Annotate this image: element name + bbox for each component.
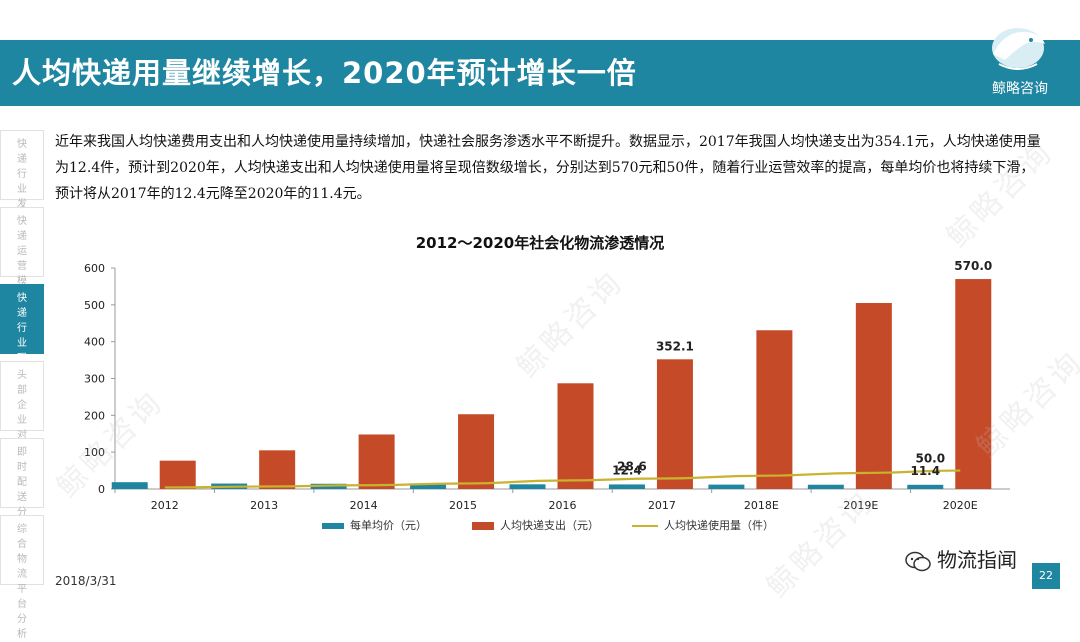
x-tick-label: 2019E — [843, 499, 878, 512]
legend-swatch-usage — [632, 525, 658, 527]
data-label: 11.4 — [910, 464, 940, 478]
legend-item-spend: 人均快递支出（元） — [472, 518, 599, 534]
x-tick-label: 2012 — [151, 499, 179, 512]
spend-bar — [756, 330, 793, 489]
price-bar — [111, 482, 148, 489]
spend-bar — [259, 450, 296, 489]
spend-bar — [458, 414, 495, 489]
price-bar — [608, 484, 645, 489]
x-tick-label: 2017 — [648, 499, 676, 512]
legend-label-spend: 人均快递支出（元） — [500, 519, 599, 532]
x-tick-label: 2018E — [744, 499, 779, 512]
footer-date: 2018/3/31 — [55, 574, 117, 588]
y-tick-label: 600 — [84, 262, 105, 275]
price-bar — [708, 484, 745, 489]
nav-item-status[interactable]: 快递行业现状分析 — [0, 284, 44, 409]
legend-label-price: 每单均价（元） — [350, 519, 427, 532]
chart: 0 100 200 300 400 500 600 2012 2013 2014 2015 2016 2… — [84, 259, 1010, 512]
spend-bar — [656, 359, 693, 489]
wechat-badge: 物流指闻 — [905, 545, 1017, 575]
y-tick-label: 200 — [84, 409, 105, 422]
y-tick-label: 400 — [84, 336, 105, 349]
spend-bar — [855, 302, 892, 489]
page-number: 22 — [1032, 563, 1060, 589]
x-tick-label: 2014 — [350, 499, 378, 512]
usage-line — [164, 469, 961, 489]
data-label: 28.6 — [617, 459, 647, 473]
x-tick-label: 2013 — [250, 499, 278, 512]
legend-item-price: 每单均价（元） — [322, 518, 427, 534]
price-bar — [807, 484, 844, 489]
wechat-icon — [905, 551, 931, 571]
x-tick-label: 2015 — [449, 499, 477, 512]
price-bar — [907, 484, 944, 489]
nav-item-platform[interactable]: 综合物流平台分析 — [0, 515, 44, 640]
title-bar: 人均快递用量继续增长，2020年预计增长一倍 — [0, 40, 1080, 106]
price-bar — [410, 484, 447, 489]
data-label: 352.1 — [656, 339, 694, 353]
y-tick-label: 0 — [98, 483, 105, 496]
spend-bar — [159, 460, 196, 489]
legend-swatch-price — [322, 523, 344, 529]
nav-item-model[interactable]: 快递运营模式分析 — [0, 207, 44, 332]
nav-item-instant[interactable]: 即时配送分析 — [0, 438, 44, 533]
legend-swatch-spend — [472, 522, 494, 530]
legend-label-usage: 人均快递使用量（件） — [664, 519, 774, 532]
nav-item-history[interactable]: 快递行业发展历程 — [0, 130, 44, 255]
x-tick-label: 2020E — [943, 499, 978, 512]
chart-title: 2012～2020年社会化物流渗透情况 — [415, 234, 665, 252]
spend-bar — [358, 434, 395, 489]
y-tick-label: 300 — [84, 373, 105, 386]
price-bar — [509, 484, 546, 489]
nav-item-companies[interactable]: 头部企业对比分析 — [0, 361, 44, 486]
spend-bar — [557, 383, 594, 489]
x-tick-label: 2016 — [549, 499, 577, 512]
legend-item-usage: 人均快递使用量（件） — [632, 518, 774, 534]
whale-logo-icon — [992, 19, 1051, 70]
page-title: 人均快递用量继续增长，2020年预计增长一倍 — [12, 56, 637, 90]
data-label: 570.0 — [954, 259, 992, 273]
y-tick-label: 500 — [84, 299, 105, 312]
spend-bar — [955, 279, 992, 489]
wechat-name: 物流指闻 — [937, 548, 1017, 572]
data-label: 50.0 — [915, 452, 945, 466]
logo-text: 鲸略咨询 — [992, 81, 1048, 97]
chart-legend: 每单均价（元） 人均快递支出（元） 人均快递使用量（件） — [322, 518, 842, 534]
data-label: 12.4 — [612, 463, 642, 477]
body-paragraph: 近年来我国人均快递费用支出和人均快递使用量持续增加，快递社会服务渗透水平不断提升… — [55, 134, 1041, 202]
y-tick-label: 100 — [84, 446, 105, 459]
